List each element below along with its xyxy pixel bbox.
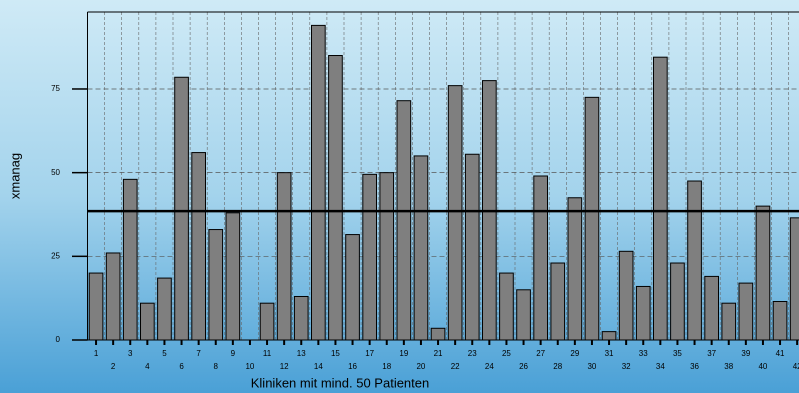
y-tick-label: 75	[51, 84, 60, 93]
x-tick-label: 25	[502, 349, 511, 358]
bar	[516, 289, 531, 341]
x-tick-label: 34	[656, 362, 665, 371]
bar	[208, 229, 224, 341]
bar	[157, 277, 172, 341]
x-tick-label: 28	[553, 362, 562, 371]
x-tick-label: 22	[451, 362, 460, 371]
bar	[772, 301, 788, 341]
x-tick-label: 27	[536, 349, 545, 358]
x-tick-label: 36	[690, 362, 699, 371]
x-tick-label: 38	[724, 362, 733, 371]
x-tick-label: 20	[416, 362, 425, 371]
x-tick-label: 18	[382, 362, 391, 371]
x-tick-label: 10	[245, 362, 254, 371]
bar	[721, 302, 737, 341]
x-tick-label: 2	[111, 362, 116, 371]
x-tick-label: 12	[280, 362, 289, 371]
x-tick-label: 9	[231, 349, 236, 358]
bar	[601, 331, 617, 341]
x-tick-label: 33	[639, 349, 648, 358]
x-tick-label: 42	[793, 362, 799, 371]
x-tick-label: 31	[605, 349, 614, 358]
bar	[447, 85, 463, 341]
x-tick-label: 1	[94, 349, 99, 358]
bar	[311, 24, 326, 341]
bar	[140, 302, 155, 341]
bar	[88, 272, 104, 341]
bar	[533, 175, 548, 341]
x-tick-label: 15	[331, 349, 340, 358]
x-tick-label: 32	[622, 362, 631, 371]
x-tick-label: 13	[297, 349, 306, 358]
x-axis-label: Kliniken mit mind. 50 Patienten	[251, 375, 429, 390]
x-tick-label: 29	[570, 349, 579, 358]
x-tick-label: 3	[128, 349, 133, 358]
x-tick-label: 16	[348, 362, 357, 371]
bar	[584, 96, 600, 341]
x-tick-label: 8	[214, 362, 219, 371]
bar	[635, 285, 651, 341]
x-tick-label: 23	[468, 349, 477, 358]
bar	[430, 327, 446, 341]
x-tick-label: 37	[707, 349, 716, 358]
bar	[704, 275, 719, 341]
bar	[567, 197, 583, 341]
x-tick-label: 40	[758, 362, 767, 371]
x-tick-label: 11	[263, 349, 272, 358]
bar	[362, 173, 377, 341]
x-tick-label: 17	[365, 349, 374, 358]
bar	[174, 76, 189, 341]
bar	[687, 180, 702, 341]
bar	[396, 100, 412, 341]
bar	[328, 55, 343, 341]
x-tick-label: 5	[162, 349, 167, 358]
bar	[191, 152, 206, 341]
bar	[413, 155, 429, 341]
bar	[738, 282, 754, 341]
y-tick-label: 25	[51, 251, 60, 260]
y-tick-label: 0	[56, 335, 61, 344]
x-tick-label: 6	[179, 362, 184, 371]
x-tick-label: 14	[314, 362, 323, 371]
bar	[653, 56, 668, 341]
bar	[670, 262, 685, 341]
y-tick-label: 50	[51, 168, 60, 177]
bar	[345, 234, 360, 341]
bar	[122, 178, 138, 341]
bar	[618, 250, 634, 341]
x-tick-label: 26	[519, 362, 528, 371]
x-tick-label: 30	[587, 362, 596, 371]
bar	[550, 262, 566, 341]
x-tick-label: 35	[673, 349, 682, 358]
bar	[259, 302, 275, 341]
x-tick-label: 21	[434, 349, 443, 358]
x-tick-label: 41	[776, 349, 785, 358]
y-axis-label: xmanag	[7, 153, 22, 199]
bar	[105, 252, 121, 341]
bar	[464, 153, 480, 341]
bar	[379, 172, 395, 341]
bar	[499, 272, 514, 341]
bar	[225, 212, 241, 341]
x-tick-label: 39	[741, 349, 750, 358]
x-tick-label: 7	[196, 349, 201, 358]
x-tick-label: 24	[485, 362, 494, 371]
bar	[755, 205, 771, 341]
x-tick-label: 19	[399, 349, 408, 358]
bar	[293, 295, 309, 341]
bar	[789, 217, 799, 341]
bar	[276, 172, 292, 341]
x-tick-label: 4	[145, 362, 150, 371]
